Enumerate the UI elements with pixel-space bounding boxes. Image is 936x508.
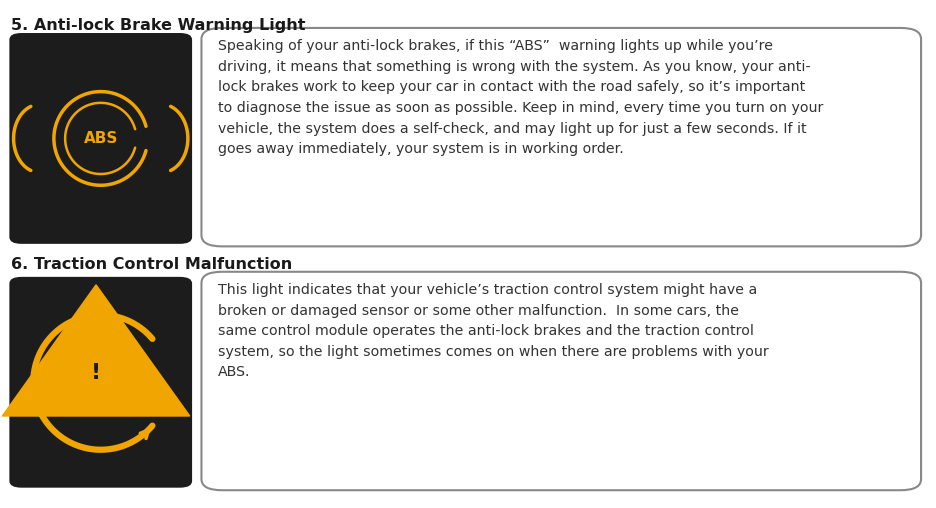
FancyBboxPatch shape <box>9 33 192 244</box>
Text: This light indicates that your vehicle’s traction control system might have a
br: This light indicates that your vehicle’s… <box>218 283 768 379</box>
Text: Speaking of your anti-lock brakes, if this “ABS”  warning lights up while you’re: Speaking of your anti-lock brakes, if th… <box>218 39 823 156</box>
FancyBboxPatch shape <box>201 272 920 490</box>
FancyBboxPatch shape <box>9 277 192 488</box>
FancyBboxPatch shape <box>201 28 920 246</box>
Text: 5. Anti-lock Brake Warning Light: 5. Anti-lock Brake Warning Light <box>11 18 305 33</box>
Text: !: ! <box>91 363 101 383</box>
Text: ABS: ABS <box>83 131 118 146</box>
Text: 6. Traction Control Malfunction: 6. Traction Control Malfunction <box>11 257 292 272</box>
Polygon shape <box>2 285 189 416</box>
